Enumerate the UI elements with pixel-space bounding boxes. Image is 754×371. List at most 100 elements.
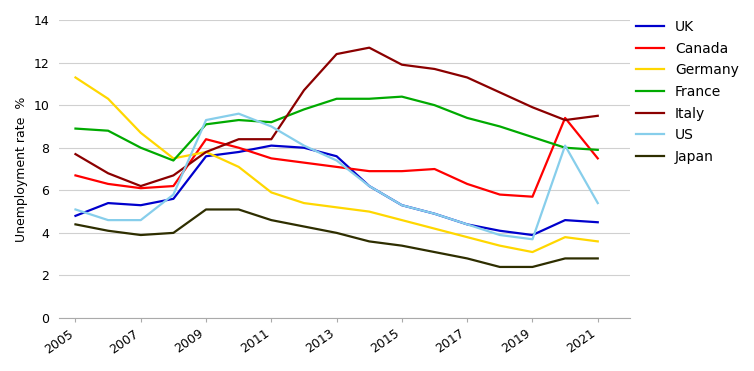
Germany — [267, 190, 276, 195]
Line: UK: UK — [75, 145, 598, 235]
UK — [463, 222, 472, 227]
France — [267, 120, 276, 124]
Germany — [365, 209, 374, 214]
France — [71, 127, 80, 131]
Germany — [332, 205, 341, 210]
Japan — [397, 243, 406, 248]
Italy — [430, 67, 439, 71]
Japan — [528, 265, 537, 269]
Germany — [560, 235, 569, 239]
UK — [234, 150, 244, 154]
UK — [267, 143, 276, 148]
Canada — [593, 156, 602, 161]
UK — [430, 211, 439, 216]
Canada — [560, 116, 569, 120]
Germany — [103, 96, 112, 101]
US — [332, 158, 341, 163]
Japan — [495, 265, 504, 269]
France — [463, 116, 472, 120]
France — [593, 148, 602, 152]
Germany — [71, 75, 80, 80]
US — [528, 237, 537, 242]
Germany — [169, 156, 178, 161]
Japan — [103, 229, 112, 233]
Canada — [267, 156, 276, 161]
Canada — [103, 182, 112, 186]
Line: Germany: Germany — [75, 78, 598, 252]
Canada — [365, 169, 374, 173]
US — [234, 111, 244, 116]
Japan — [169, 231, 178, 235]
Japan — [365, 239, 374, 244]
UK — [560, 218, 569, 222]
France — [528, 135, 537, 139]
Italy — [169, 173, 178, 178]
UK — [397, 203, 406, 207]
Italy — [332, 52, 341, 56]
UK — [136, 203, 146, 207]
US — [103, 218, 112, 222]
US — [201, 118, 210, 122]
Canada — [136, 186, 146, 190]
Italy — [71, 152, 80, 156]
Italy — [103, 171, 112, 175]
US — [463, 222, 472, 227]
France — [136, 145, 146, 150]
Germany — [201, 150, 210, 154]
Italy — [267, 137, 276, 141]
Japan — [430, 250, 439, 254]
Germany — [495, 243, 504, 248]
US — [593, 201, 602, 205]
US — [299, 143, 308, 148]
France — [397, 94, 406, 99]
UK — [332, 154, 341, 158]
Italy — [299, 88, 308, 92]
Japan — [299, 224, 308, 229]
Line: US: US — [75, 114, 598, 239]
Germany — [528, 250, 537, 254]
Canada — [528, 194, 537, 199]
Line: France: France — [75, 96, 598, 161]
Canada — [463, 182, 472, 186]
Canada — [299, 160, 308, 165]
Germany — [234, 165, 244, 169]
UK — [71, 214, 80, 218]
Japan — [234, 207, 244, 212]
US — [136, 218, 146, 222]
US — [365, 184, 374, 188]
France — [495, 124, 504, 129]
Canada — [169, 184, 178, 188]
Canada — [495, 192, 504, 197]
Germany — [430, 226, 439, 231]
France — [365, 96, 374, 101]
Germany — [593, 239, 602, 244]
Germany — [299, 201, 308, 205]
Italy — [560, 118, 569, 122]
Line: Italy: Italy — [75, 48, 598, 186]
US — [560, 143, 569, 148]
Legend: UK, Canada, Germany, France, Italy, US, Japan: UK, Canada, Germany, France, Italy, US, … — [636, 20, 739, 164]
France — [201, 122, 210, 127]
UK — [299, 145, 308, 150]
Germany — [136, 131, 146, 135]
US — [267, 124, 276, 129]
Y-axis label: Unemployment rate  %: Unemployment rate % — [15, 96, 28, 242]
UK — [593, 220, 602, 224]
France — [103, 128, 112, 133]
Italy — [593, 114, 602, 118]
Italy — [365, 46, 374, 50]
France — [560, 145, 569, 150]
US — [169, 192, 178, 197]
Italy — [397, 62, 406, 67]
US — [495, 233, 504, 237]
Italy — [201, 150, 210, 154]
Italy — [234, 137, 244, 141]
Italy — [528, 105, 537, 109]
Germany — [463, 235, 472, 239]
Line: Canada: Canada — [75, 118, 598, 197]
France — [332, 96, 341, 101]
US — [430, 211, 439, 216]
France — [299, 107, 308, 112]
US — [71, 207, 80, 212]
Canada — [71, 173, 80, 178]
